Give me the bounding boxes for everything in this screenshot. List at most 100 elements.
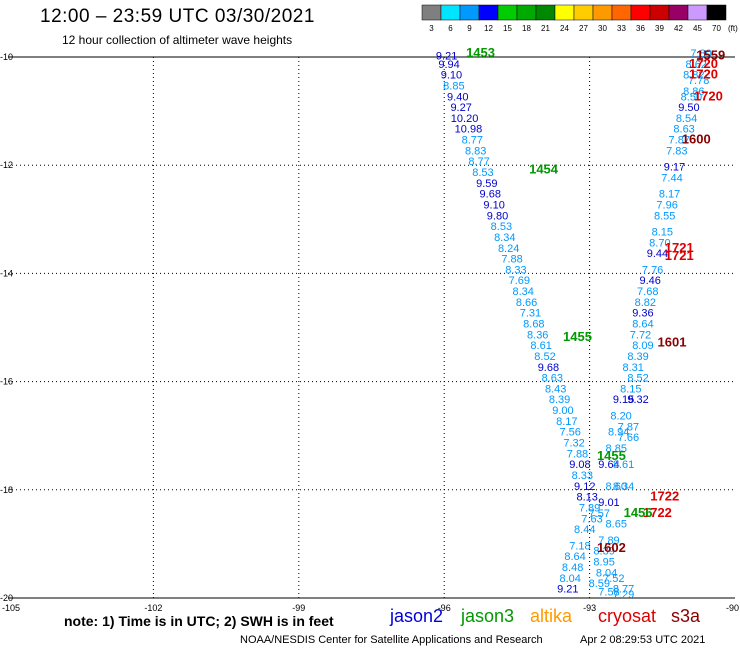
colorbar-label: 9: [467, 24, 472, 33]
wave-height-value: 9.64: [598, 459, 619, 471]
y-tick-label: -12: [0, 160, 13, 170]
x-tick-label: -105: [2, 603, 20, 613]
pass-time-label: 1453: [466, 45, 495, 60]
wave-height-value: 7.32: [563, 438, 584, 450]
wave-height-value: 8.83: [465, 145, 486, 157]
wave-height-value: 8.77: [468, 156, 489, 168]
colorbar-swatch: [554, 4, 575, 21]
wave-height-value: 7.29: [613, 589, 634, 601]
wave-height-value: 8.13: [576, 492, 597, 504]
wave-height-value: 7.66: [618, 432, 639, 444]
wave-height-value: 8.77: [462, 135, 483, 147]
wave-height-value: 9.46: [639, 275, 660, 287]
wave-height-value: 9.40: [447, 91, 468, 103]
pass-time-label: 1721: [665, 248, 694, 263]
wave-height-value: 9.59: [476, 178, 497, 190]
wave-height-value: 8.55: [654, 210, 675, 222]
colorbar-label: 6: [448, 24, 453, 33]
wave-height-value: 8.52: [534, 351, 555, 363]
wave-height-value: 7.58: [598, 586, 619, 598]
pass-time-label: 1456: [624, 505, 653, 520]
colorbar-label: 36: [636, 24, 645, 33]
colorbar-swatch: [535, 4, 556, 21]
wave-height-value: 8.33: [505, 264, 526, 276]
wave-height-value: 10.98: [455, 124, 483, 136]
wave-height-value: 7.80: [690, 48, 711, 60]
wave-height-value: 8.61: [530, 340, 551, 352]
wave-height-value: 8.20: [610, 410, 631, 422]
wave-height-value: 8.63: [542, 373, 563, 385]
x-tick-label: -99: [292, 603, 305, 613]
wave-height-value: 9.17: [664, 162, 685, 174]
wave-height-value: 8.52: [627, 373, 648, 385]
wave-height-value: 9.15: [613, 394, 634, 406]
wave-height-value: 7.63: [581, 513, 602, 525]
wave-height-value: 8.85: [606, 443, 627, 455]
x-tick-label: -102: [144, 603, 162, 613]
wave-height-value: 9.10: [441, 70, 462, 82]
wave-height-value: 7.89: [598, 535, 619, 547]
wave-height-value: 8.04: [596, 567, 617, 579]
wave-height-value: 8.63: [673, 124, 694, 136]
colorbar-swatch: [497, 4, 518, 21]
wave-height-value: 7.31: [520, 308, 541, 320]
wave-height-value: 9.44: [647, 248, 668, 260]
colorbar-swatch: [687, 4, 708, 21]
wave-height-value: 8.68: [523, 319, 544, 331]
chart-subtitle: 12 hour collection of altimeter wave hei…: [62, 33, 293, 47]
colorbar-swatch: [611, 4, 632, 21]
wave-height-value: 9.80: [487, 210, 508, 222]
colorbar-label: 45: [693, 24, 702, 33]
wave-height-value: 7.89: [579, 502, 600, 514]
wave-height-value: 9.21: [557, 584, 578, 596]
colorbar-swatch: [706, 4, 727, 21]
plot-frame: [8, 56, 735, 599]
colorbar-label: 27: [579, 24, 588, 33]
colorbar-label: 21: [541, 24, 550, 33]
wave-height-value: 8.15: [652, 227, 673, 239]
y-tick-label: -16: [0, 377, 13, 387]
wave-height-value: 8.70: [649, 237, 670, 249]
colorbar-swatch: [440, 4, 461, 21]
wave-height-value: 7.68: [637, 286, 658, 298]
pass-time-label: 1559: [696, 48, 725, 63]
pass-time-label: 1455: [563, 329, 592, 344]
pass-time-label: 1454: [529, 161, 559, 176]
colorbar-swatch: [592, 4, 613, 21]
pass-time-label: 1601: [658, 334, 687, 349]
colorbar-swatch: [668, 4, 689, 21]
wave-height-value: 8.53: [491, 221, 512, 233]
wave-height-value: 7.96: [656, 199, 677, 211]
colorbar-label: 12: [484, 24, 493, 33]
colorbar-legend: 3 6 9 12 15 18 21 24 27 30 33 36 39 42 45 70 (ft): [421, 4, 738, 33]
wave-height-value: 10.20: [451, 113, 479, 125]
wave-height-value: 8.59: [589, 578, 610, 590]
wave-height-value: 9.27: [450, 102, 471, 114]
colorbar-swatch: [478, 4, 499, 21]
wave-height-value: 8.31: [623, 362, 644, 374]
data-points: 9.219.949.108.859.409.2710.2010.988.778.…: [436, 48, 712, 601]
legend-cryosat: cryosat: [598, 606, 657, 626]
wave-height-value: 8.85: [443, 80, 464, 92]
pass-time-label: 1720: [694, 88, 723, 103]
pass-time-label: 1722: [650, 489, 679, 504]
wave-height-value: 7.57: [589, 508, 610, 520]
colorbar-label: 42: [674, 24, 683, 33]
colorbar-label: 24: [560, 24, 569, 33]
wave-height-value: 8.36: [527, 329, 548, 341]
credit-text: NOAA/NESDIS Center for Satellite Applica…: [240, 634, 543, 646]
wave-height-value: 8.17: [659, 189, 680, 201]
wave-height-value: 9.50: [678, 102, 699, 114]
colorbar-label: 39: [655, 24, 664, 33]
legend-s3a: s3a: [671, 606, 701, 626]
wave-height-value: 8.64: [632, 319, 653, 331]
wave-height-value: 8.15: [620, 383, 641, 395]
y-axis-ticks: -10 -12 -14 -16 -18 -20: [0, 52, 13, 603]
wave-height-value: 9.01: [598, 497, 619, 509]
wave-height-value: 8.77: [613, 584, 634, 596]
x-tick-label: -93: [583, 603, 596, 613]
wave-height-value: 8.66: [516, 297, 537, 309]
x-axis-ticks: -105 -102 -99 -96 -93 -90: [2, 603, 739, 613]
wave-height-value: 7.88: [567, 448, 588, 460]
wave-height-value: 8.17: [556, 416, 577, 428]
